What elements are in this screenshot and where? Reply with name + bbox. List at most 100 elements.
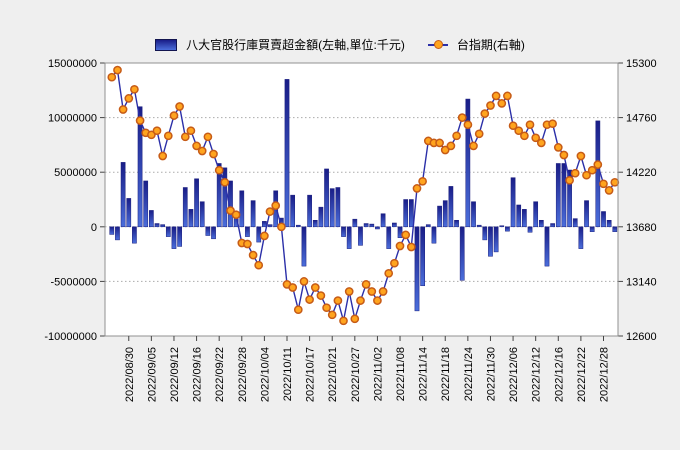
- bar: [341, 226, 346, 237]
- index-marker: [469, 141, 478, 151]
- index-marker: [214, 165, 224, 175]
- index-marker: [316, 291, 326, 300]
- right-axis-label: 15300: [626, 58, 657, 70]
- bar: [567, 169, 572, 228]
- index-marker: [327, 310, 337, 320]
- bar: [408, 199, 414, 228]
- bar: [606, 219, 612, 228]
- index-marker: [446, 141, 456, 151]
- bar: [414, 226, 420, 312]
- index-marker: [582, 170, 591, 180]
- bar: [448, 186, 454, 228]
- x-axis-label: 2022/11/30: [485, 347, 497, 401]
- bar: [154, 223, 160, 228]
- bar: [459, 226, 465, 281]
- bar: [222, 167, 228, 228]
- index-marker: [243, 239, 252, 249]
- bar: [205, 226, 211, 236]
- x-axis-label: 2022/10/04: [259, 347, 271, 402]
- bar: [267, 224, 273, 228]
- plot-border: [104, 62, 619, 337]
- bar: [505, 226, 510, 232]
- x-axis-label: 2022/09/22: [214, 347, 226, 402]
- x-axis-label: 2022/10/21: [327, 347, 339, 402]
- index-marker: [553, 143, 563, 152]
- bar: [499, 225, 505, 228]
- plot-area: [105, 63, 618, 336]
- line-series-marker-dot: [433, 40, 443, 49]
- line-series-marker-icon: [427, 40, 448, 49]
- bar: [262, 221, 267, 228]
- bar: [115, 226, 120, 241]
- bar: [228, 180, 233, 228]
- index-marker: [260, 231, 269, 241]
- bar-series-label: 八大官股行庫買賣超金額(左軸,單位:千元): [186, 38, 405, 52]
- index-marker: [373, 296, 382, 305]
- left-axis-label: 15000000: [48, 58, 97, 70]
- index-marker: [186, 126, 196, 136]
- index-marker: [536, 138, 546, 148]
- bar: [132, 226, 137, 244]
- bar: [307, 194, 312, 228]
- bar: [476, 224, 482, 228]
- index-marker: [508, 121, 518, 131]
- index-marker: [361, 280, 371, 289]
- index-marker: [418, 176, 427, 186]
- bar: [493, 226, 499, 253]
- x-axis-label: 2022/12/06: [508, 347, 520, 402]
- bar: [137, 106, 143, 228]
- bar: [352, 218, 358, 228]
- index-marker: [390, 258, 399, 268]
- index-marker: [163, 131, 173, 141]
- index-marker: [175, 102, 184, 111]
- index-marker: [130, 84, 139, 94]
- bar: [595, 120, 601, 228]
- bar: [188, 209, 194, 228]
- bar: [380, 213, 386, 228]
- x-axis-label: 2022/09/05: [146, 347, 158, 402]
- index-marker: [350, 314, 360, 324]
- x-axis-label: 2022/11/18: [440, 347, 452, 401]
- index-marker: [344, 287, 354, 296]
- index-marker: [113, 65, 122, 75]
- bar: [211, 226, 216, 240]
- bar: [538, 219, 544, 228]
- index-marker: [604, 186, 614, 195]
- index-marker: [435, 138, 444, 148]
- bar: [437, 205, 442, 228]
- bar-series-swatch-icon: [155, 38, 178, 51]
- x-axis-label: 2022/11/02: [372, 347, 384, 401]
- index-marker: [565, 175, 574, 185]
- index-marker: [231, 210, 241, 220]
- index-marker: [452, 131, 461, 141]
- bar: [471, 201, 476, 228]
- left-axis-label: 0: [91, 222, 97, 234]
- index-marker: [531, 133, 541, 143]
- bar: [369, 223, 375, 228]
- index-marker: [457, 113, 467, 122]
- bar: [397, 226, 403, 238]
- index-marker: [497, 99, 507, 108]
- bar: [544, 226, 550, 267]
- bar: [522, 209, 527, 228]
- index-marker: [288, 283, 298, 292]
- x-axis-label: 2022/12/16: [553, 347, 565, 402]
- index-marker: [152, 126, 162, 136]
- index-marker: [305, 295, 314, 304]
- index-marker: [169, 111, 179, 120]
- bar: [109, 226, 115, 235]
- bar: [589, 226, 595, 232]
- bar: [392, 222, 397, 228]
- x-axis-label: 2022/12/12: [531, 347, 543, 402]
- left-axis-label: 10000000: [48, 113, 97, 125]
- index-marker: [124, 94, 134, 103]
- bar: [312, 219, 318, 228]
- index-marker: [293, 305, 303, 315]
- bar: [572, 218, 578, 228]
- bar: [318, 206, 324, 228]
- index-marker: [248, 250, 258, 260]
- x-axis-label: 2022/10/27: [350, 347, 362, 402]
- index-marker: [412, 184, 422, 193]
- bar: [601, 211, 606, 228]
